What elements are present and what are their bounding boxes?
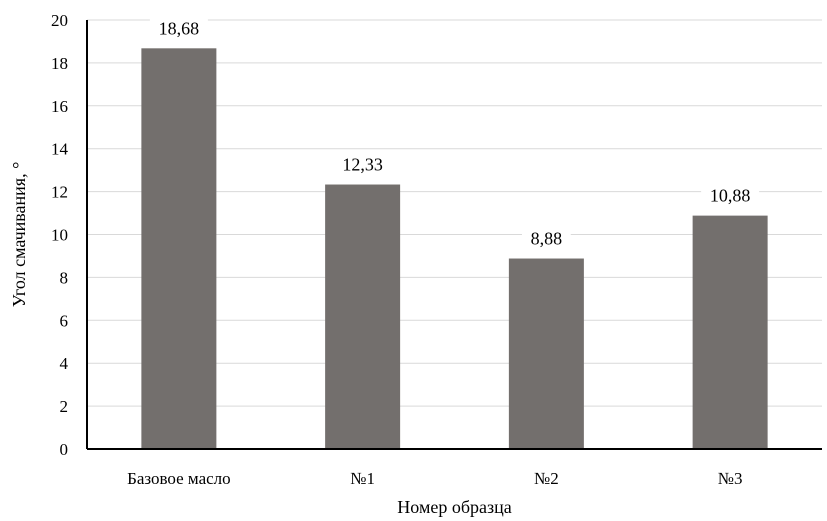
bar [692, 215, 768, 449]
data-labels: 18,68 12,33 8,88 10,88 [149, 17, 760, 250]
data-label: 18,68 [159, 18, 200, 38]
y-tick-label: 6 [60, 311, 69, 330]
data-label: 8,88 [531, 229, 563, 249]
data-label-background [149, 17, 208, 40]
bars [141, 48, 768, 450]
x-tick-label: №2 [534, 469, 559, 488]
y-axis-title: Угол смачивания, ° [9, 162, 29, 308]
y-tick-label: 10 [51, 226, 68, 245]
bar [141, 48, 217, 450]
bar [508, 258, 584, 449]
x-axis-title: Номер образца [397, 497, 511, 517]
data-label-background [521, 227, 571, 250]
x-tick-label: Базовое масло [127, 469, 231, 488]
data-label: 12,33 [342, 155, 383, 175]
bar [325, 184, 401, 450]
y-tick-label: 16 [51, 97, 68, 116]
x-axis-ticks: Базовое масло №1 №2 №3 [127, 469, 742, 488]
data-label-background [333, 153, 392, 176]
x-tick-label: №3 [718, 469, 743, 488]
data-label: 10,88 [710, 186, 751, 206]
y-tick-label: 20 [51, 11, 68, 30]
y-tick-label: 2 [60, 397, 69, 416]
x-tick-label: №1 [350, 469, 375, 488]
y-tick-label: 0 [60, 440, 69, 459]
y-tick-label: 14 [51, 140, 69, 159]
y-tick-label: 18 [51, 54, 68, 73]
y-axis-ticks: 0 2 4 6 8 10 12 14 16 18 20 [51, 11, 69, 459]
y-tick-label: 12 [51, 183, 68, 202]
y-tick-label: 8 [60, 268, 69, 287]
data-label-background [701, 184, 760, 207]
y-tick-label: 4 [60, 354, 69, 373]
